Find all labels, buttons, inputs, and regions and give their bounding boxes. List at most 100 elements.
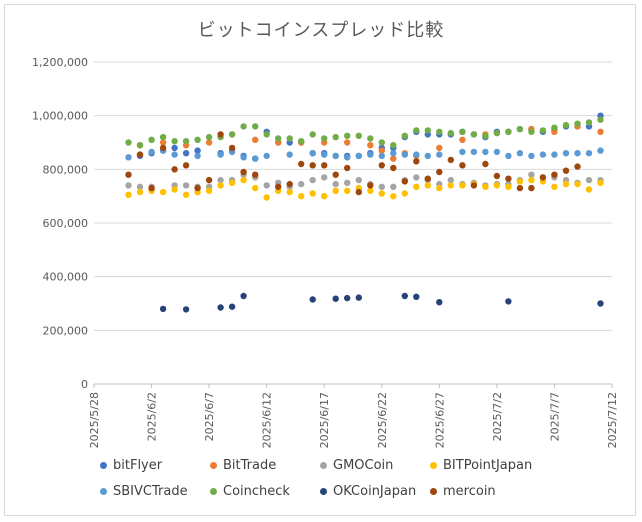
point-bittrade	[344, 139, 351, 146]
point-bitpointjapan	[159, 188, 167, 196]
point-okcoinjapan	[217, 304, 224, 311]
point-coincheck	[413, 127, 420, 134]
legend-swatch	[210, 487, 217, 495]
legend-swatch	[210, 461, 217, 469]
legend-item-bitpointjapan: BITPointJapan	[430, 458, 580, 473]
point-sbivctrade	[217, 151, 224, 158]
point-sbivctrade	[309, 150, 316, 157]
point-coincheck	[205, 133, 213, 141]
point-coincheck	[574, 120, 581, 127]
point-coincheck	[194, 136, 201, 143]
point-bitpointjapan	[424, 182, 431, 189]
point-sbivctrade	[332, 152, 339, 160]
point-gmocoin	[298, 180, 305, 188]
legend-label: SBIVCTrade	[113, 483, 188, 499]
point-mercoin	[228, 144, 236, 152]
x-tick-label: 2025/7/7	[548, 392, 561, 441]
point-mercoin	[447, 156, 454, 164]
point-mercoin	[390, 164, 397, 172]
point-gmocoin	[585, 176, 593, 184]
point-mercoin	[332, 171, 339, 178]
point-bitpointjapan	[367, 187, 374, 194]
point-okcoinjapan	[332, 295, 339, 302]
point-mercoin	[528, 184, 535, 192]
point-mercoin	[493, 172, 501, 180]
point-okcoinjapan	[159, 305, 167, 313]
legend-label: OKCoinJapan	[333, 483, 417, 499]
point-coincheck	[252, 123, 259, 130]
x-tick-label: 2025/7/12	[606, 392, 619, 448]
point-mercoin	[309, 162, 316, 169]
x-tick-label: 2025/7/2	[491, 392, 504, 441]
legend-label: Coincheck	[223, 483, 290, 499]
point-sbivctrade	[505, 152, 512, 160]
point-mercoin	[286, 180, 293, 188]
point-coincheck	[309, 131, 316, 138]
point-sbivctrade	[470, 148, 478, 156]
point-sbivctrade	[585, 150, 593, 157]
point-mercoin	[240, 168, 247, 176]
point-mercoin	[275, 183, 282, 190]
legend-item-coincheck: Coincheck	[210, 484, 320, 499]
point-sbivctrade	[482, 148, 489, 156]
point-bitpointjapan	[482, 183, 489, 190]
legend-label: mercoin	[443, 483, 496, 499]
point-gmocoin	[217, 176, 224, 184]
point-mercoin	[355, 188, 362, 196]
point-gmocoin	[263, 182, 270, 189]
point-coincheck	[585, 119, 593, 126]
point-coincheck	[551, 124, 558, 131]
point-bittrade	[597, 128, 604, 135]
point-coincheck	[482, 132, 489, 139]
point-sbivctrade	[401, 151, 408, 158]
point-bitpointjapan	[298, 193, 305, 200]
point-mercoin	[194, 184, 201, 192]
point-mercoin	[182, 162, 190, 169]
point-coincheck	[528, 128, 535, 135]
point-okcoinjapan	[436, 299, 443, 306]
point-coincheck	[286, 135, 293, 142]
point-sbivctrade	[240, 154, 247, 161]
point-okcoinjapan	[240, 292, 247, 300]
point-gmocoin	[378, 183, 385, 190]
point-coincheck	[505, 128, 512, 135]
y-tick-label: 0	[81, 378, 88, 391]
point-coincheck	[562, 121, 570, 129]
point-mercoin	[344, 164, 351, 172]
legend-swatch	[320, 461, 327, 469]
point-gmocoin	[413, 174, 420, 181]
legend-label: BITPointJapan	[443, 457, 533, 473]
legend-item-bitflyer: bitFlyer	[100, 458, 210, 473]
point-okcoinjapan	[228, 303, 236, 310]
point-mercoin	[171, 166, 178, 173]
point-coincheck	[436, 128, 443, 135]
point-bitpointjapan	[551, 183, 558, 190]
point-bittrade	[459, 136, 466, 143]
legend: bitFlyer BitTrade GMOCoin BITPointJapan …	[100, 452, 620, 504]
point-coincheck	[367, 135, 374, 142]
legend-label: GMOCoin	[333, 457, 394, 473]
point-mercoin	[459, 162, 466, 169]
point-coincheck	[148, 136, 155, 143]
point-coincheck	[401, 132, 408, 139]
point-bitpointjapan	[309, 190, 316, 197]
chart-frame	[4, 4, 636, 516]
x-tick-label: 2025/6/7	[203, 392, 216, 441]
point-mercoin	[505, 175, 512, 182]
point-bitpointjapan	[413, 183, 420, 190]
point-bitpointjapan	[171, 186, 178, 193]
y-tick-label: 200,000	[43, 324, 89, 337]
point-gmocoin	[344, 179, 351, 186]
point-sbivctrade	[263, 152, 270, 160]
point-bitpointjapan	[447, 182, 454, 189]
legend-label: bitFlyer	[113, 457, 163, 473]
point-coincheck	[459, 128, 466, 135]
legend-row-1: bitFlyer BitTrade GMOCoin BITPointJapan	[100, 452, 620, 478]
point-mercoin	[574, 163, 581, 170]
point-okcoinjapan	[505, 298, 512, 305]
point-gmocoin	[528, 171, 535, 178]
legend-label: BitTrade	[223, 457, 277, 473]
point-sbivctrade	[344, 154, 351, 161]
point-coincheck	[539, 127, 547, 134]
point-gmocoin	[136, 183, 144, 190]
